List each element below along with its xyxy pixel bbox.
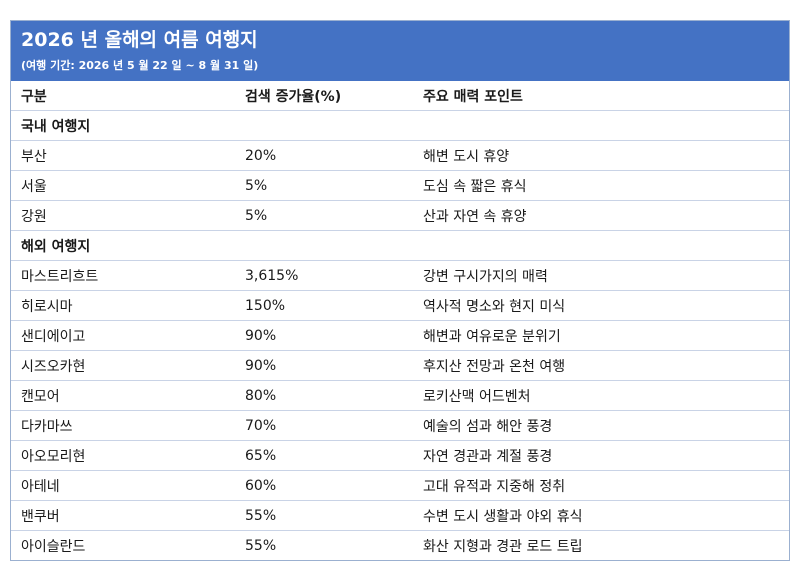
table-row: 밴쿠버 55% 수변 도시 생활과 야외 휴식 bbox=[11, 500, 789, 530]
search-growth: 70% bbox=[245, 417, 277, 434]
destination-name: 서울 bbox=[21, 178, 47, 195]
search-growth: 60% bbox=[245, 477, 277, 494]
table-row: 부산 20% 해변 도시 휴양 bbox=[11, 140, 789, 170]
destination-name: 부산 bbox=[21, 148, 47, 165]
column-header-region: 구분 bbox=[21, 88, 47, 105]
destination-name: 아오모리현 bbox=[21, 448, 86, 465]
column-header-growth: 검색 증가율(%) bbox=[245, 88, 342, 105]
destination-name: 아이슬란드 bbox=[21, 538, 86, 555]
destination-name: 샌디에이고 bbox=[21, 328, 86, 345]
search-growth: 20% bbox=[245, 147, 277, 164]
column-header-row: 구분 검색 증가율(%) 주요 매력 포인트 bbox=[11, 81, 789, 110]
table-row: 서울 5% 도심 속 짧은 휴식 bbox=[11, 170, 789, 200]
table-row: 아오모리현 65% 자연 경관과 계절 풍경 bbox=[11, 440, 789, 470]
destination-name: 캔모어 bbox=[21, 388, 60, 405]
table-row: 마스트리흐트 3,615% 강변 구시가지의 매력 bbox=[11, 260, 789, 290]
table-row: 아이슬란드 55% 화산 지형과 경관 로드 트립 bbox=[11, 530, 789, 560]
attraction-point: 로키산맥 어드벤처 bbox=[423, 388, 531, 405]
destination-name: 히로시마 bbox=[21, 298, 73, 315]
attraction-point: 예술의 섬과 해안 풍경 bbox=[423, 418, 553, 435]
search-growth: 5% bbox=[245, 177, 268, 194]
table-row: 아테네 60% 고대 유적과 지중해 정취 bbox=[11, 470, 789, 500]
destination-name: 다카마쓰 bbox=[21, 418, 73, 435]
travel-period: (여행 기간: 2026 년 5 월 22 일 ~ 8 월 31 일) bbox=[21, 59, 259, 72]
attraction-point: 도심 속 짧은 휴식 bbox=[423, 178, 527, 195]
travel-table: 2026 년 올해의 여름 여행지 (여행 기간: 2026 년 5 월 22 … bbox=[10, 20, 790, 561]
destination-name: 강원 bbox=[21, 208, 47, 225]
search-growth: 90% bbox=[245, 357, 277, 374]
search-growth: 55% bbox=[245, 507, 277, 524]
table-row: 강원 5% 산과 자연 속 휴양 bbox=[11, 200, 789, 230]
search-growth: 65% bbox=[245, 447, 277, 464]
section-overseas: 해외 여행지 bbox=[11, 230, 789, 260]
destination-name: 밴쿠버 bbox=[21, 508, 60, 525]
attraction-point: 해변 도시 휴양 bbox=[423, 148, 510, 165]
attraction-point: 수변 도시 생활과 야외 휴식 bbox=[423, 508, 583, 525]
search-growth: 5% bbox=[245, 207, 268, 224]
attraction-point: 강변 구시가지의 매력 bbox=[423, 268, 548, 285]
search-growth: 80% bbox=[245, 387, 277, 404]
attraction-point: 후지산 전망과 온천 여행 bbox=[423, 358, 566, 375]
destination-name: 시즈오카현 bbox=[21, 358, 86, 375]
search-growth: 90% bbox=[245, 327, 277, 344]
page-title: 2026 년 올해의 여름 여행지 bbox=[21, 29, 258, 51]
attraction-point: 고대 유적과 지중해 정취 bbox=[423, 478, 566, 495]
destination-name: 아테네 bbox=[21, 478, 60, 495]
section-domestic: 국내 여행지 bbox=[11, 110, 789, 140]
table-row: 캔모어 80% 로키산맥 어드벤처 bbox=[11, 380, 789, 410]
attraction-point: 화산 지형과 경관 로드 트립 bbox=[423, 538, 583, 555]
attraction-point: 자연 경관과 계절 풍경 bbox=[423, 448, 553, 465]
attraction-point: 역사적 명소와 현지 미식 bbox=[423, 298, 566, 315]
attraction-point: 산과 자연 속 휴양 bbox=[423, 208, 527, 225]
table-row: 히로시마 150% 역사적 명소와 현지 미식 bbox=[11, 290, 789, 320]
search-growth: 150% bbox=[245, 297, 286, 314]
search-growth: 55% bbox=[245, 537, 277, 554]
title-banner: 2026 년 올해의 여름 여행지 (여행 기간: 2026 년 5 월 22 … bbox=[11, 21, 789, 81]
table-row: 샌디에이고 90% 해변과 여유로운 분위기 bbox=[11, 320, 789, 350]
section-heading: 국내 여행지 bbox=[21, 118, 91, 135]
table-row: 다카마쓰 70% 예술의 섬과 해안 풍경 bbox=[11, 410, 789, 440]
destination-name: 마스트리흐트 bbox=[21, 268, 99, 285]
column-header-points: 주요 매력 포인트 bbox=[423, 88, 523, 105]
attraction-point: 해변과 여유로운 분위기 bbox=[423, 328, 561, 345]
search-growth: 3,615% bbox=[245, 267, 299, 284]
section-heading: 해외 여행지 bbox=[21, 238, 91, 255]
table-row: 시즈오카현 90% 후지산 전망과 온천 여행 bbox=[11, 350, 789, 380]
